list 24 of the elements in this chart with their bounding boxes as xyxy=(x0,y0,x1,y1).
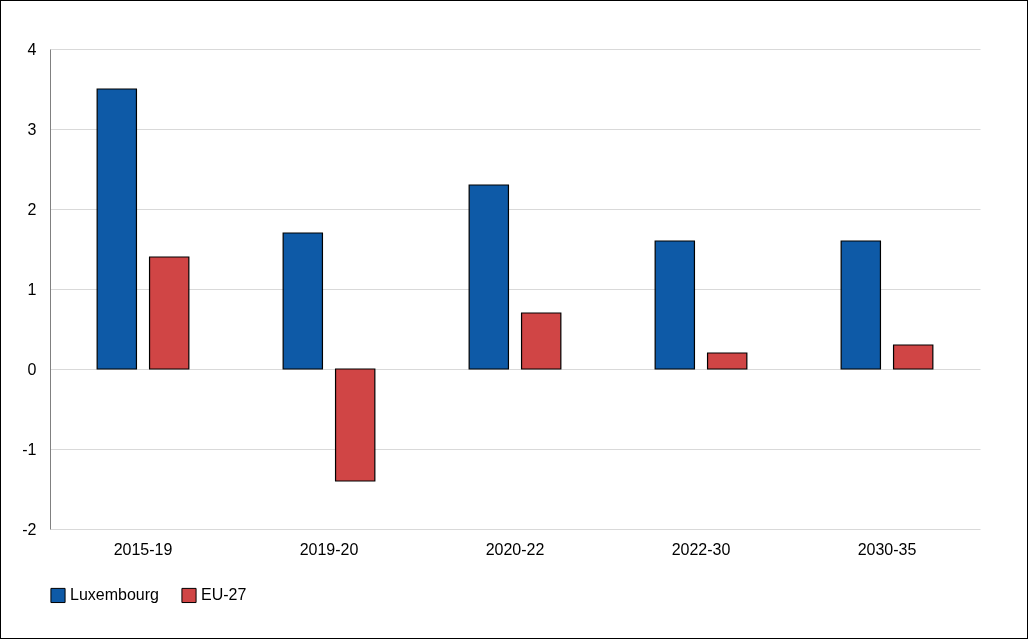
x-tick-label: 2020-22 xyxy=(485,540,545,558)
bar xyxy=(334,368,376,482)
bar xyxy=(282,232,324,370)
bar xyxy=(840,240,882,370)
y-tick-label: -1 xyxy=(22,440,37,458)
y-tick-label: -2 xyxy=(22,520,37,538)
y-tick-label: 3 xyxy=(27,120,37,138)
x-tick-label: 2015-19 xyxy=(113,540,173,558)
legend-label: Luxembourg xyxy=(70,586,159,604)
bar xyxy=(468,184,510,370)
bar xyxy=(148,256,190,370)
x-tick-label: 2030-35 xyxy=(857,540,917,558)
y-tick-label: 0 xyxy=(27,360,37,378)
bar xyxy=(520,312,562,370)
bar xyxy=(96,88,138,370)
bar xyxy=(892,344,934,370)
y-tick-label: 4 xyxy=(27,40,37,58)
bar xyxy=(654,240,696,370)
bar xyxy=(706,352,748,370)
legend-label: EU-27 xyxy=(201,586,247,604)
x-tick-label: 2019-20 xyxy=(299,540,359,558)
y-tick-label: 1 xyxy=(27,280,37,298)
y-tick-label: 2 xyxy=(27,200,37,218)
x-tick-label: 2022-30 xyxy=(671,540,731,558)
